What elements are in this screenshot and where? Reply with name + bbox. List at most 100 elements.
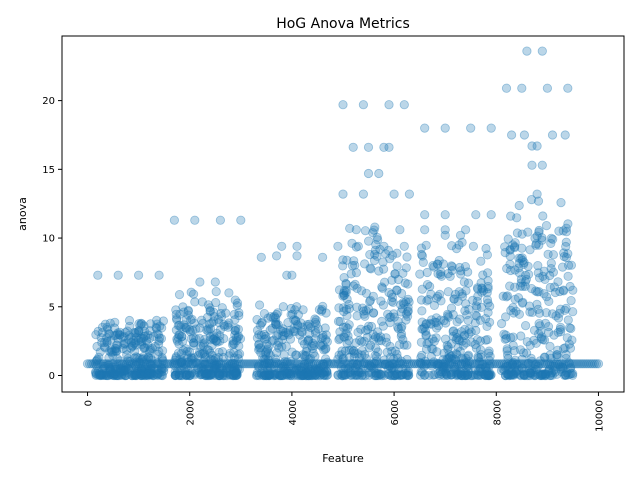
data-point xyxy=(130,368,140,378)
data-point xyxy=(403,368,413,378)
data-point xyxy=(366,368,377,378)
data-point xyxy=(236,215,246,225)
data-point xyxy=(361,353,371,364)
data-point xyxy=(124,330,134,341)
data-point xyxy=(268,359,279,369)
data-point xyxy=(289,370,299,381)
data-point xyxy=(146,359,156,369)
data-point xyxy=(349,352,359,362)
data-point xyxy=(222,367,232,378)
data-point xyxy=(116,369,127,380)
y-axis-label: anova xyxy=(16,197,29,231)
data-point xyxy=(270,370,280,380)
data-point xyxy=(219,321,230,331)
data-point xyxy=(217,311,227,321)
data-point xyxy=(383,245,393,255)
data-point xyxy=(111,370,122,381)
data-point xyxy=(155,321,165,331)
data-point xyxy=(342,294,352,304)
data-point xyxy=(186,287,196,297)
data-point xyxy=(350,359,360,369)
data-point xyxy=(422,339,432,349)
data-point xyxy=(589,359,600,369)
data-point xyxy=(359,358,369,368)
data-point xyxy=(432,347,442,357)
data-point xyxy=(146,353,156,364)
data-point xyxy=(341,304,352,315)
data-point xyxy=(103,359,113,369)
data-point xyxy=(517,83,527,93)
data-point xyxy=(214,370,225,381)
data-point xyxy=(136,370,146,381)
data-point xyxy=(394,370,405,381)
data-point xyxy=(469,359,479,369)
data-point xyxy=(177,356,187,366)
data-point xyxy=(149,363,159,373)
data-point xyxy=(364,367,374,377)
data-point xyxy=(254,359,264,369)
data-point xyxy=(473,370,483,380)
data-point xyxy=(478,270,488,280)
data-point xyxy=(138,369,149,379)
data-point xyxy=(281,368,291,378)
data-point xyxy=(263,363,273,373)
data-point xyxy=(181,370,191,380)
data-point xyxy=(204,345,214,356)
data-point xyxy=(342,339,352,349)
data-point xyxy=(375,332,386,342)
data-point xyxy=(269,369,280,379)
data-point xyxy=(399,359,409,369)
data-point xyxy=(232,301,242,311)
data-point xyxy=(259,370,269,381)
data-point xyxy=(138,366,148,376)
data-point xyxy=(442,340,452,351)
data-point xyxy=(426,289,436,299)
data-point xyxy=(442,363,452,373)
data-point xyxy=(181,344,191,354)
data-point xyxy=(91,370,101,380)
data-point xyxy=(226,369,236,379)
data-point xyxy=(292,302,302,312)
data-point xyxy=(358,364,368,375)
data-point xyxy=(215,325,225,335)
data-point xyxy=(181,359,191,369)
data-point xyxy=(228,365,238,375)
data-point xyxy=(95,370,106,381)
data-point xyxy=(477,359,488,370)
data-point xyxy=(296,318,306,328)
data-point xyxy=(565,359,575,369)
data-point xyxy=(134,327,144,338)
data-point xyxy=(265,370,275,380)
data-point xyxy=(479,369,489,380)
data-point xyxy=(343,368,353,378)
data-point xyxy=(315,370,325,381)
data-point xyxy=(145,368,155,378)
data-point xyxy=(175,330,185,340)
data-point xyxy=(395,359,405,369)
data-point xyxy=(129,370,139,380)
data-point xyxy=(392,370,402,380)
data-point xyxy=(515,345,526,355)
data-point xyxy=(106,370,117,380)
data-point xyxy=(366,321,377,332)
data-point xyxy=(289,365,300,375)
data-point xyxy=(374,168,384,179)
data-point xyxy=(313,366,323,376)
data-point xyxy=(102,336,112,346)
data-point xyxy=(416,352,426,363)
data-point xyxy=(301,367,311,377)
data-point xyxy=(277,334,287,345)
data-point xyxy=(279,366,289,376)
data-point xyxy=(320,335,331,345)
data-point xyxy=(451,362,461,372)
data-point xyxy=(546,353,556,363)
data-point xyxy=(475,370,485,380)
data-point xyxy=(105,359,115,369)
data-point xyxy=(304,355,314,365)
data-point xyxy=(344,335,354,346)
data-point xyxy=(200,359,210,369)
data-point xyxy=(102,370,112,381)
data-point xyxy=(272,368,282,378)
data-point xyxy=(357,370,367,381)
data-point xyxy=(416,367,426,377)
